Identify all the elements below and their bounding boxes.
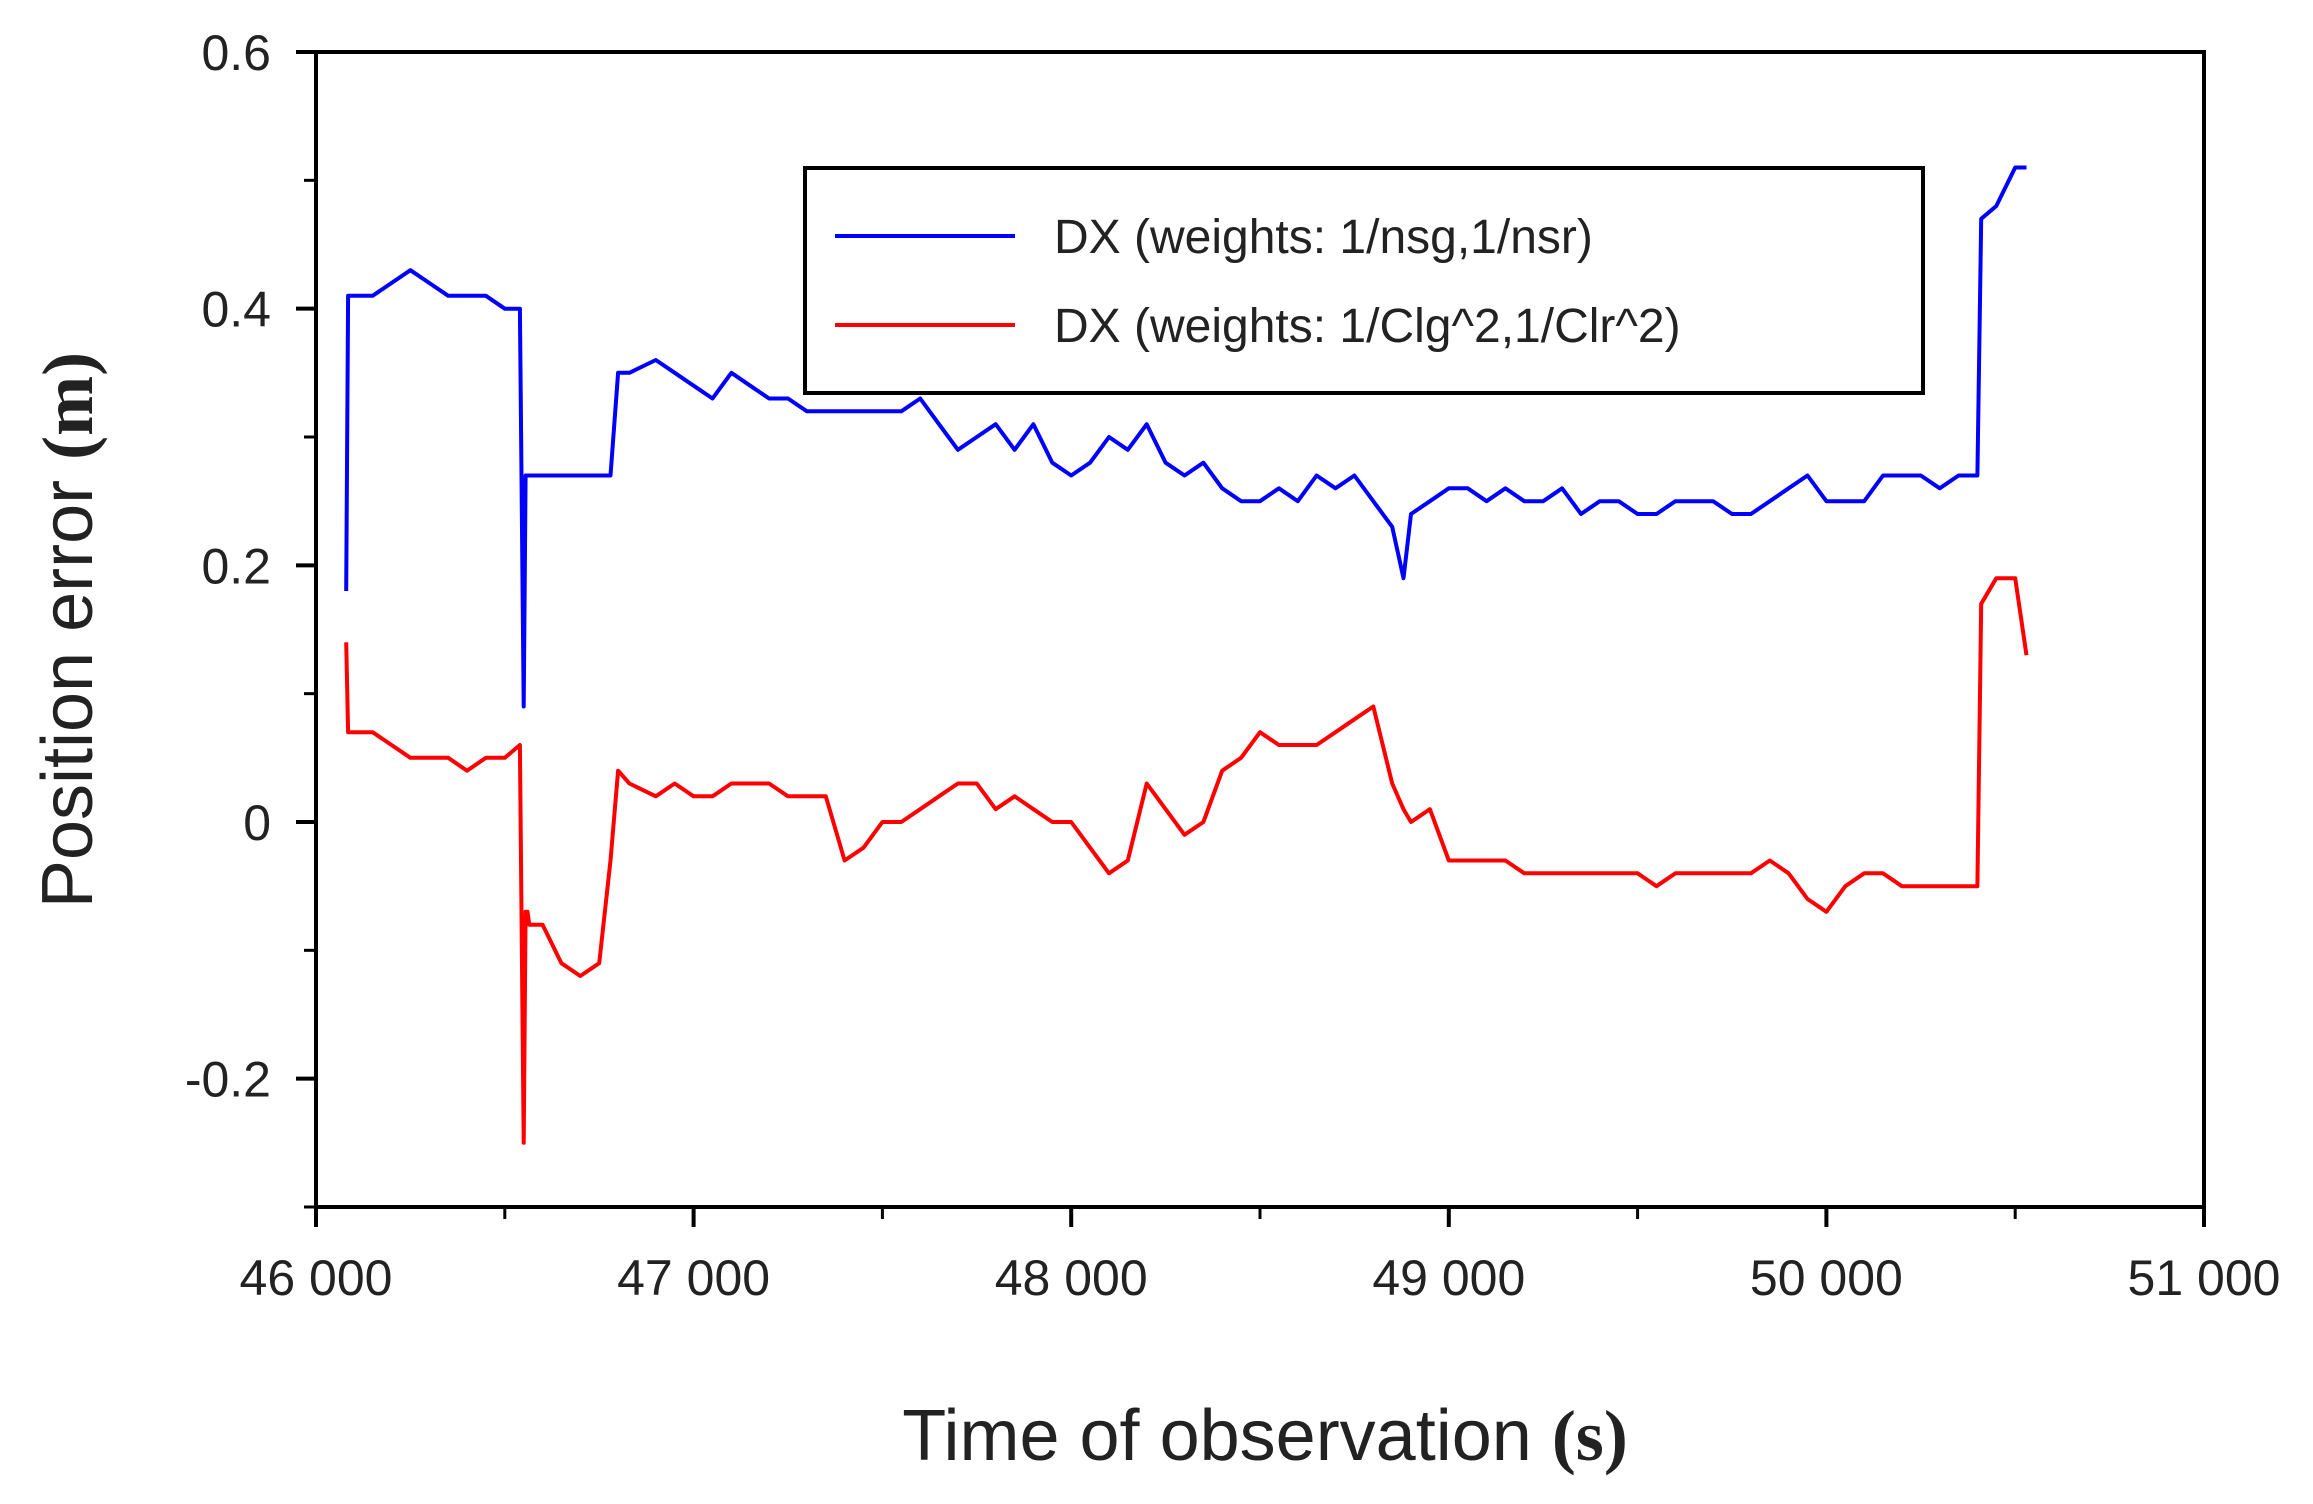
- y-tick-label: 0: [243, 795, 271, 851]
- series-group: [344, 165, 2029, 1145]
- y-axis-title: Position error (m): [28, 352, 108, 908]
- x-tick-label: 51 000: [2128, 1250, 2281, 1306]
- x-tick-label: 47 000: [617, 1250, 770, 1306]
- x-axis-ticks: 46 000 47 000 48 000 49 000 50 000 51 000: [240, 1207, 2281, 1306]
- series-line-blue: [344, 165, 2027, 709]
- y-axis-title-unit: (m): [28, 352, 108, 460]
- x-tick-label: 46 000: [240, 1250, 393, 1306]
- y-axis-title-text: Position error: [28, 480, 108, 908]
- legend: DX (weights: 1/nsg,1/nsr) DX (weights: 1…: [803, 166, 1925, 395]
- legend-label-blue: DX (weights: 1/nsg,1/nsr): [1054, 211, 1593, 264]
- x-tick-label: 48 000: [995, 1250, 1148, 1306]
- y-tick-label: 0.2: [201, 538, 271, 594]
- x-axis-title: Time of observation (s): [902, 1396, 1628, 1476]
- x-tick-label: 50 000: [1750, 1250, 1903, 1306]
- y-tick-label: 0.4: [201, 282, 271, 338]
- series-line-red: [344, 576, 2029, 1145]
- x-axis-title-text: Time of observation: [902, 1396, 1532, 1476]
- y-tick-label: 0.6: [201, 25, 271, 81]
- x-axis-title-unit: (s): [1552, 1396, 1628, 1476]
- legend-label-red: DX (weights: 1/Clg^2,1/Clr^2): [1054, 300, 1681, 353]
- x-tick-label: 49 000: [1372, 1250, 1525, 1306]
- legend-box: [803, 166, 1925, 395]
- y-axis-ticks: -0.2 0 0.2 0.4 0.6: [185, 25, 316, 1209]
- y-tick-label: -0.2: [185, 1052, 271, 1108]
